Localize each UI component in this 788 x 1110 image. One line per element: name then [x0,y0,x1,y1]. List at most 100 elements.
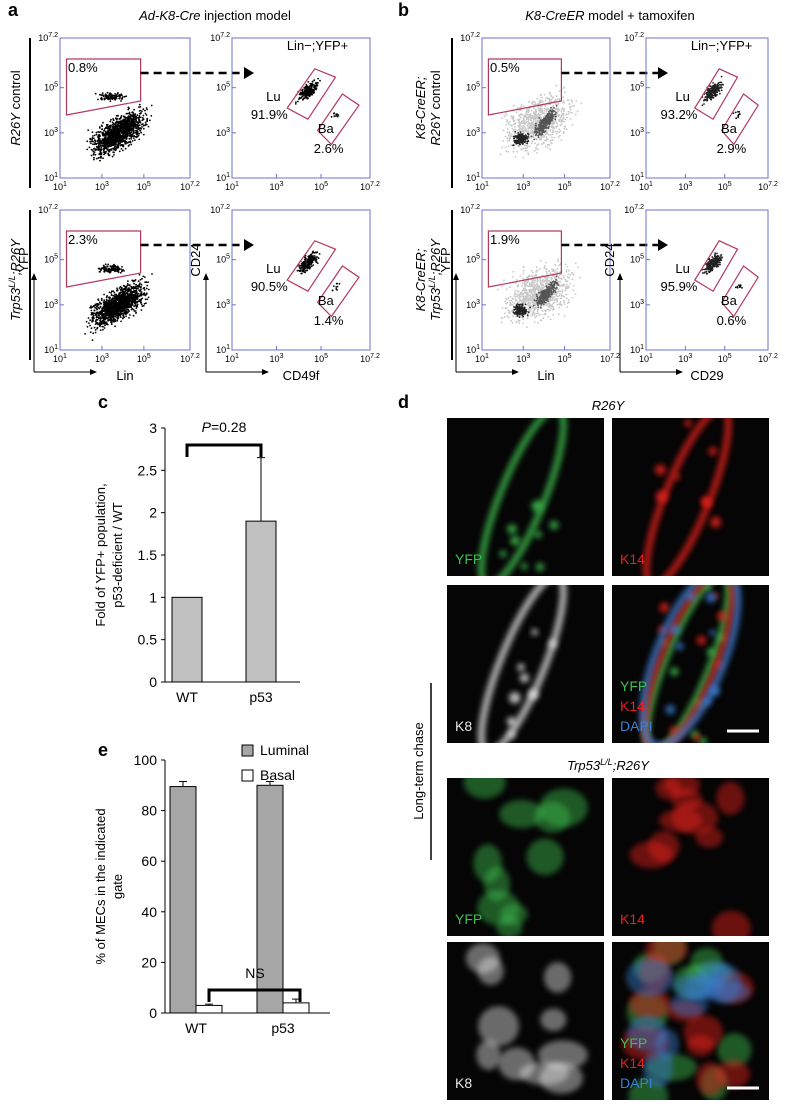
event-dot [133,135,135,137]
event-dot [104,135,106,137]
event-dot [114,301,116,303]
event-dot [130,138,132,140]
event-dot [530,126,532,128]
event-dot [523,138,525,140]
event-dot [506,121,508,123]
event-dot [563,114,565,116]
event-dot [93,154,95,156]
event-dot [99,139,101,141]
event-dot [98,157,100,159]
event-dot [114,265,116,267]
event-dot [571,101,573,103]
event-dot [311,253,313,255]
event-dot [575,114,577,116]
event-dot [564,119,566,121]
event-dot [558,109,560,111]
event-dot [106,134,108,136]
event-dot [544,105,546,107]
tick-base: 10 [630,128,640,138]
tick-exp: 3 [54,127,58,134]
event-dot [91,155,93,157]
tick-exp: 1 [476,172,480,179]
event-dot [150,115,152,117]
event-dot [526,108,528,110]
event-dot [139,110,141,112]
event-dot [138,289,140,291]
event-dot [302,270,304,272]
event-dot [561,111,563,113]
event-dot [103,154,105,156]
event-dot [535,138,537,140]
event-dot [545,100,547,102]
event-dot [122,318,124,320]
event-dot [315,88,317,90]
tick-exp: 1 [63,181,67,188]
event-dot [551,114,553,116]
event-dot [310,83,312,85]
event-dot [140,286,142,288]
event-dot [122,293,124,295]
event-dot [136,114,138,116]
event-dot [550,134,552,136]
event-dot [560,124,562,126]
tick-base: 10 [678,182,688,192]
event-dot [89,141,91,143]
event-dot [94,135,96,137]
tick-exp: 3 [640,127,644,134]
event-dot [523,135,525,137]
event-dot [113,316,115,318]
event-dot [559,90,561,92]
tick-base: 10 [600,182,610,192]
event-dot [146,288,148,290]
event-dot [111,130,113,132]
event-dot [540,122,542,124]
event-dot [523,118,525,120]
event-dot [702,104,704,106]
event-dot [103,268,105,270]
event-dot [513,136,515,138]
event-dot [110,320,112,322]
event-dot [540,109,542,111]
event-dot [535,147,537,149]
event-dot [120,95,122,97]
event-dot [133,109,135,111]
event-dot [512,128,514,130]
event-dot [505,114,507,116]
event-dot [113,154,115,156]
event-dot [132,123,134,125]
event-dot [109,125,111,127]
event-dot [137,121,139,123]
event-dot [544,135,546,137]
event-dot [109,272,111,274]
tick-exp: 5 [728,181,732,188]
event-dot [139,124,141,126]
gate-percent: 2.6% [314,141,344,156]
tick-exp: 7.2 [48,204,58,211]
event-dot [96,308,98,310]
event-dot [90,331,92,333]
event-dot [508,140,510,142]
event-dot [86,140,88,142]
event-dot [144,276,146,278]
tick-exp: 7.2 [220,204,230,211]
event-dot [120,131,122,133]
event-dot [541,133,543,135]
event-dot [512,151,514,153]
event-dot [140,289,142,291]
event-dot [532,115,534,117]
event-dot [113,267,115,269]
event-dot [304,89,306,91]
event-dot [121,115,123,117]
event-dot [148,289,150,291]
event-dot [100,98,102,100]
event-dot [295,101,297,103]
event-dot [576,100,578,102]
gate-label: Ba [318,293,335,308]
gate-label: Ba [318,121,335,136]
tick-base: 10 [53,182,63,192]
event-dot [107,305,109,307]
event-dot [555,103,557,105]
event-dot [545,146,547,148]
tick-base: 10 [44,255,54,265]
event-dot [100,314,102,316]
